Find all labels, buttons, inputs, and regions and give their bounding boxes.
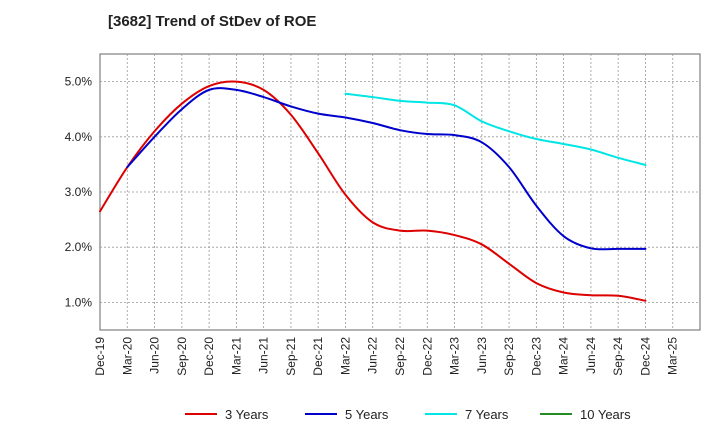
x-tick-label: Mar-23	[448, 337, 462, 375]
x-tick-label: Dec-24	[638, 337, 652, 376]
x-tick-label: Jun-21	[257, 337, 271, 374]
series-line-7-years	[344, 92, 647, 166]
x-tick-label: Sep-20	[175, 337, 189, 376]
y-axis: 1.0% 2.0% 3.0% 4.0% 5.0%	[65, 75, 93, 310]
x-tick-label: Jun-24	[584, 337, 598, 374]
x-tick-label: Dec-21	[311, 337, 325, 376]
x-tick-label: Jun-20	[148, 337, 162, 374]
series-lines	[99, 80, 647, 302]
x-tick-label: Mar-24	[557, 337, 571, 375]
legend-label: 5 Years	[345, 407, 389, 422]
x-tick-label: Mar-25	[666, 337, 680, 375]
x-axis: Dec-19 Mar-20 Jun-20 Sep-20 Dec-20 Mar-21 Jun-…	[93, 337, 680, 376]
x-tick-label: Mar-22	[338, 337, 352, 375]
x-tick-label: Mar-20	[120, 337, 134, 375]
legend-label: 10 Years	[580, 407, 631, 422]
x-tick-label: Jun-22	[366, 337, 380, 374]
y-tick-label: 3.0%	[65, 185, 93, 199]
y-tick-label: 5.0%	[65, 75, 93, 89]
x-tick-label: Jun-23	[475, 337, 489, 374]
x-tick-label: Dec-20	[202, 337, 216, 376]
y-tick-label: 1.0%	[65, 295, 93, 309]
x-tick-label: Sep-23	[502, 337, 516, 376]
x-tick-label: Dec-22	[420, 337, 434, 376]
x-tick-label: Sep-24	[611, 337, 625, 376]
series-line-5-years	[126, 87, 647, 251]
series-line-3-years	[99, 80, 647, 302]
x-tick-label: Sep-22	[393, 337, 407, 376]
x-tick-label: Dec-19	[93, 337, 107, 376]
chart-title: [3682] Trend of StDev of ROE	[108, 13, 317, 30]
y-tick-label: 2.0%	[65, 240, 93, 254]
x-tick-label: Mar-21	[229, 337, 243, 375]
x-tick-label: Sep-21	[284, 337, 298, 376]
y-tick-label: 4.0%	[65, 130, 93, 144]
legend: 3 Years 5 Years 7 Years 10 Years	[185, 407, 631, 422]
x-tick-label: Dec-23	[529, 337, 543, 376]
legend-label: 7 Years	[465, 407, 509, 422]
legend-label: 3 Years	[225, 407, 269, 422]
grid	[100, 54, 700, 330]
